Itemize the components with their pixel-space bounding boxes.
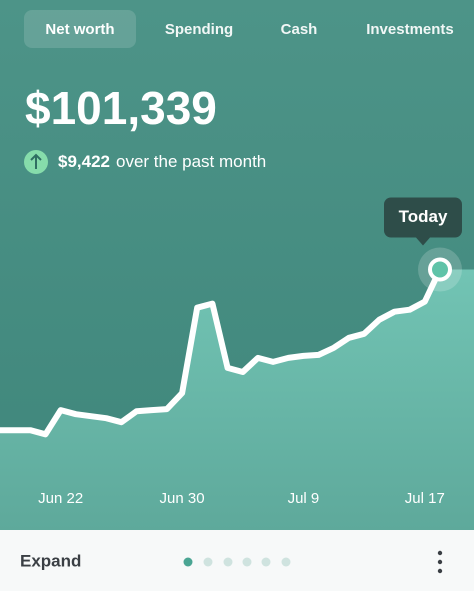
tooltip [384, 197, 462, 238]
tooltip-pointer [416, 237, 430, 246]
selected-tab [24, 10, 136, 48]
tab[interactable]: Investments [366, 21, 454, 38]
menu-dot [437, 568, 443, 574]
page-dot[interactable] [281, 557, 291, 567]
x-tick-label: Jul 17 [405, 490, 445, 507]
line [0, 266, 443, 438]
change-summary: $9,422 over the past month [58, 152, 266, 171]
tab[interactable]: Cash [281, 21, 318, 38]
x-tick-label: Jun 30 [160, 490, 205, 507]
area [0, 269, 474, 530]
menu-dot [437, 559, 443, 565]
up-arrow [30, 153, 42, 169]
menu-button[interactable] [437, 550, 443, 574]
today-point [428, 257, 452, 282]
page-dot-active[interactable] [183, 557, 193, 567]
page-dot[interactable] [242, 557, 252, 567]
page-dot[interactable] [261, 557, 271, 567]
x-tick-label: Jul 9 [288, 490, 320, 507]
menu-dot [437, 550, 443, 556]
tab[interactable]: Net worth [45, 21, 114, 38]
page-dots [183, 557, 291, 567]
chart: Jun 22 Jun 30 Jul 9 Jul 17 Today [0, 197, 474, 530]
tab-bar: Net worth Spending Cash Investments [24, 10, 454, 48]
expand-button[interactable]: Expand [20, 551, 81, 570]
tab[interactable]: Spending [165, 21, 233, 38]
x-tick-label: Jun 22 [38, 490, 83, 507]
change-text: over the past month [116, 152, 266, 171]
net-worth-value: $101,339 [25, 82, 217, 134]
page-dot[interactable] [223, 557, 233, 567]
change-amount: $9,422 [58, 152, 110, 171]
page-dot[interactable] [203, 557, 213, 567]
tooltip-label: Today [399, 207, 448, 226]
bottom-bar [0, 530, 474, 591]
